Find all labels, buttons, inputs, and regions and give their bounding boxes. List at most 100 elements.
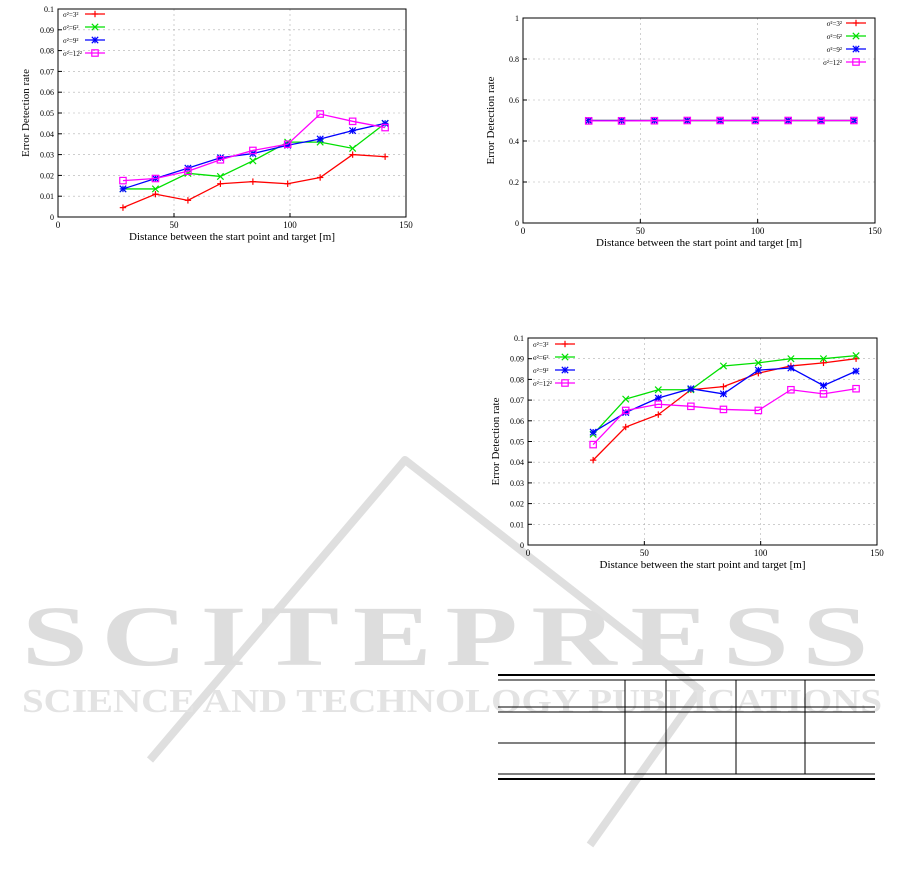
y-tick-label: 0.03 (40, 151, 54, 160)
legend-label: σ²=6² (827, 33, 842, 41)
data-point (316, 110, 324, 118)
legend-marker (852, 19, 860, 27)
legend: σ²=3² σ²=6² σ²=9² σ²=12² (823, 19, 866, 67)
data-point (850, 116, 858, 125)
grid (528, 338, 877, 545)
data-point-box (687, 402, 695, 411)
y-tick-label: 0 (520, 541, 524, 550)
data-point-d2 (249, 157, 257, 165)
x-tick-label: 150 (870, 548, 884, 558)
data-point-d2 (754, 366, 762, 374)
data-point (348, 117, 357, 126)
data-point (249, 178, 257, 185)
plot-frame (522, 17, 876, 224)
data-point (119, 176, 127, 185)
data-point-box (621, 406, 630, 415)
data-point (249, 157, 257, 165)
data-point-d2 (654, 386, 662, 394)
legend-marker-box (91, 49, 99, 57)
data-point-d2 (349, 144, 357, 152)
legend-marker-d2 (91, 36, 99, 44)
legend-marker-box (852, 58, 860, 66)
data-point (751, 116, 760, 125)
data-point-box (654, 400, 663, 409)
data-point (584, 117, 593, 125)
data-point (852, 355, 860, 362)
series-3 (584, 116, 858, 125)
data-point-box (719, 405, 728, 414)
legend-marker (91, 49, 99, 57)
data-point (283, 140, 292, 149)
legend-marker-box (561, 379, 569, 387)
y-tick-label: 0.06 (40, 88, 54, 97)
legend: σ²=3² σ²=6² σ²=9² σ²=12² (533, 340, 575, 388)
legend-label: σ²=6² (63, 24, 78, 32)
data-point (622, 423, 629, 431)
grid (58, 9, 406, 217)
legend-label: σ²=9² (827, 46, 842, 54)
data-point (316, 135, 324, 143)
data-point-box (119, 176, 127, 185)
data-point-box (216, 156, 225, 164)
watermark-sub: SCIENCE AND TECHNOLOGY PUBLICATIONS (22, 683, 882, 720)
series-3 (589, 384, 860, 449)
legend-label: σ²=12² (533, 380, 552, 388)
data-point-d2 (151, 185, 160, 193)
x-tick-label: 150 (399, 220, 413, 230)
y-tick-label: 0.04 (40, 130, 54, 139)
series-3 (119, 110, 389, 185)
data-point-box (683, 116, 692, 125)
data-point (381, 123, 389, 132)
x-tick-label: 0 (521, 226, 526, 236)
series-1 (589, 351, 860, 438)
legend-marker (561, 340, 569, 348)
legend-marker (852, 45, 860, 53)
y-tick-label: 0.02 (510, 500, 524, 509)
y-tick-label: 0.07 (40, 67, 54, 76)
data-point (819, 355, 828, 363)
legend-marker-d2 (561, 366, 569, 374)
legend-marker-d2 (852, 32, 860, 40)
y-tick-label: 0.01 (510, 520, 524, 529)
x-tick-label: 100 (754, 548, 768, 558)
x-tick-label: 0 (56, 220, 61, 230)
data-point (819, 390, 828, 398)
data-point-d2 (216, 172, 225, 181)
y-tick-label: 0 (50, 213, 54, 222)
y-tick-label: 0 (515, 219, 519, 228)
watermark-main: SCITEPRESS (22, 588, 882, 684)
watermark-logo (146, 456, 704, 848)
data-point-box (716, 116, 724, 125)
data-point-box (819, 390, 828, 398)
x-axis-label: Distance between the start point and tar… (596, 237, 802, 249)
results-table-grid (498, 674, 875, 780)
data-point-box (850, 116, 858, 125)
data-point (787, 385, 795, 394)
data-point-box (784, 116, 792, 125)
data-point-d2 (819, 355, 828, 363)
y-tick-label: 0.07 (510, 396, 524, 405)
data-point-box (754, 406, 763, 415)
data-point (119, 185, 127, 193)
y-tick-label: 0.09 (40, 26, 54, 35)
data-point (687, 402, 695, 411)
data-point-d2 (852, 351, 860, 360)
data-point-d2 (754, 359, 762, 367)
data-point (622, 395, 630, 403)
data-point-box (184, 167, 192, 176)
data-point-d2 (852, 367, 860, 375)
series-0 (119, 151, 389, 211)
y-axis-label: Error Detection rate (20, 69, 32, 157)
data-point-box (852, 384, 860, 393)
legend: σ²=3² σ²=6² σ²=9² σ²=12² (63, 10, 105, 58)
data-point-d2 (184, 169, 192, 177)
x-tick-label: 50 (640, 548, 650, 558)
legend-label: σ²=3² (63, 11, 78, 19)
y-tick-label: 0.1 (44, 5, 54, 14)
data-point (683, 116, 692, 125)
data-point (184, 197, 192, 204)
data-point-box (584, 117, 593, 125)
data-point (349, 151, 356, 158)
y-tick-label: 1 (515, 14, 519, 23)
